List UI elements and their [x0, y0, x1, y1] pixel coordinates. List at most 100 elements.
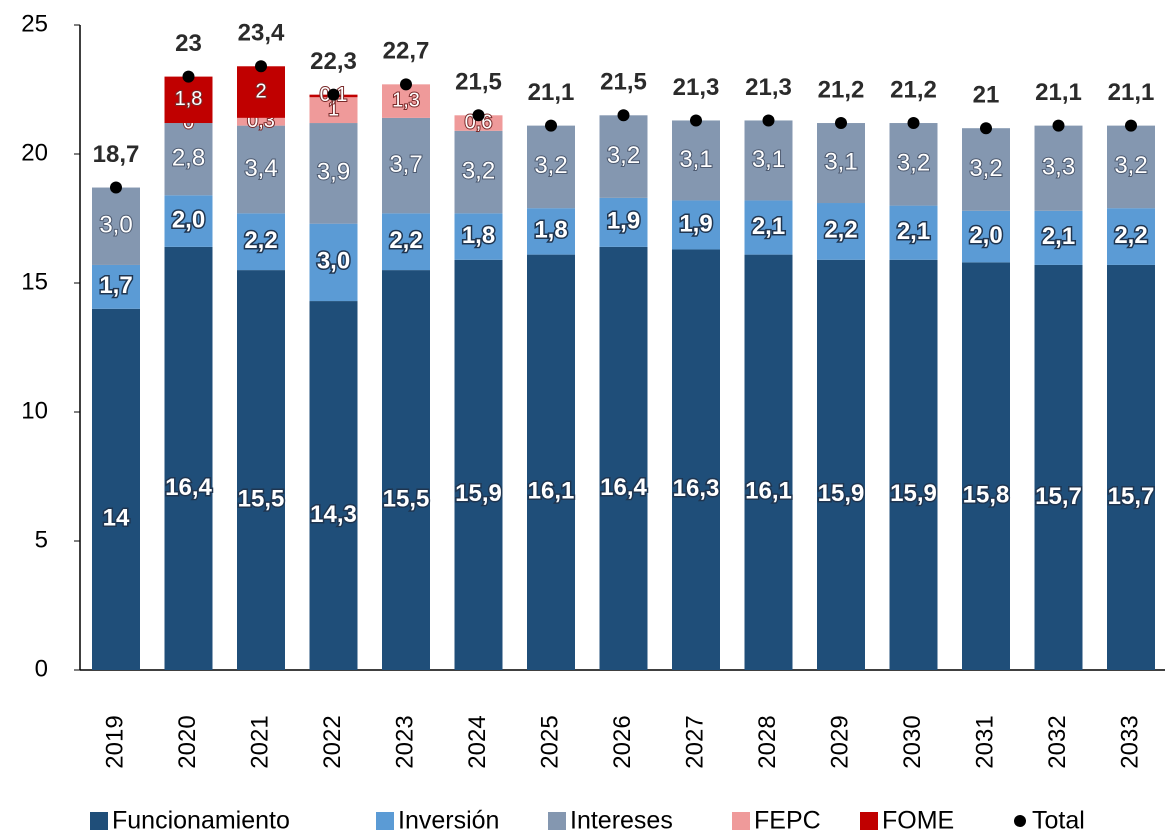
bar-segment — [454, 213, 503, 260]
data-label: 15,8 — [963, 482, 1010, 509]
data-label: 3,9 — [317, 159, 350, 186]
data-label: 3,2 — [897, 150, 930, 177]
total-dot — [907, 117, 920, 130]
total-label: 21 — [973, 82, 1000, 109]
data-label: 2,8 — [172, 145, 205, 172]
x-tick-label: 2025 — [536, 715, 563, 768]
bar-segment — [237, 270, 285, 670]
bar-segment — [599, 197, 648, 247]
x-tick-label: 2021 — [246, 715, 273, 768]
total-dot — [690, 114, 702, 127]
bar-segment — [382, 117, 430, 214]
x-tick-label: 2030 — [899, 715, 926, 768]
bar-segment — [237, 117, 285, 126]
bar-segment — [1034, 210, 1083, 265]
legend-swatch — [860, 812, 878, 830]
x-tick-label: 2029 — [826, 715, 853, 768]
bar-segment — [382, 213, 430, 271]
bar-segment — [889, 205, 938, 260]
bar-segment — [164, 195, 213, 247]
bar-segment — [527, 125, 575, 209]
total-label: 22,3 — [310, 48, 357, 75]
total-dot — [327, 88, 340, 101]
data-label: 3,0 — [317, 248, 350, 275]
total-label: 21,2 — [818, 76, 865, 103]
bar-segment — [1107, 264, 1155, 670]
bar-segment — [817, 123, 865, 204]
total-label: 21,1 — [1108, 79, 1155, 106]
legend-label: Inversión — [398, 807, 499, 835]
data-label: 3,2 — [969, 155, 1002, 182]
y-tick-label: 20 — [21, 139, 48, 166]
bar-segment — [962, 128, 1010, 211]
data-label: 3,1 — [824, 148, 857, 175]
total-label: 21,3 — [673, 74, 720, 101]
data-label: 1,8 — [534, 217, 567, 244]
y-tick-label: 10 — [21, 397, 48, 424]
total-label: 21,5 — [455, 69, 502, 96]
total-label: 18,7 — [93, 141, 140, 168]
bar-segment — [237, 66, 285, 118]
data-label: 1,7 — [99, 272, 132, 299]
x-tick-label: 2022 — [319, 715, 346, 768]
total-label: 21,1 — [528, 79, 575, 106]
x-tick-label: 2031 — [971, 715, 998, 768]
data-label: 2,2 — [1114, 222, 1147, 249]
bar-segment — [164, 76, 213, 124]
bar-segment — [672, 200, 720, 250]
data-label: 3,7 — [389, 151, 422, 178]
x-tick-label: 2032 — [1044, 715, 1071, 768]
bar-segment — [309, 123, 358, 224]
bar-segment — [1034, 125, 1083, 211]
bar-segment — [92, 308, 140, 670]
legend-swatch — [1014, 815, 1026, 827]
data-label: 3,2 — [462, 157, 495, 184]
data-label: 15,9 — [455, 480, 502, 507]
data-label: 1,8 — [175, 88, 203, 110]
y-tick-label: 15 — [21, 268, 48, 295]
total-label: 21,3 — [745, 74, 792, 101]
total-dot — [110, 181, 122, 194]
y-tick-label: 5 — [35, 526, 48, 553]
data-label: 1,9 — [607, 208, 640, 235]
bar-segment — [1107, 125, 1155, 209]
bar-segment — [454, 259, 503, 670]
bar-segment — [382, 270, 430, 670]
data-label: 15,7 — [1035, 483, 1082, 510]
total-label: 21,1 — [1035, 79, 1082, 106]
total-dot — [472, 109, 485, 122]
bar-segment — [309, 97, 358, 124]
data-label: 3,0 — [99, 212, 132, 239]
data-label: 3,2 — [534, 152, 567, 179]
data-label: 15,9 — [818, 480, 865, 507]
data-label: 14,3 — [310, 501, 357, 528]
bar-segment — [164, 246, 213, 670]
data-label: 2,0 — [172, 206, 205, 233]
data-label: 2,1 — [752, 213, 785, 240]
bar-segment — [454, 130, 503, 214]
legend-label: Funcionamiento — [112, 807, 290, 835]
data-label: 3,2 — [607, 142, 640, 169]
total-label: 23 — [175, 30, 202, 57]
bar-segment — [889, 123, 938, 206]
legend-label: Intereses — [570, 807, 673, 835]
bar-segment — [744, 200, 793, 255]
data-label: 1,3 — [392, 89, 420, 111]
bar-segment — [1107, 208, 1155, 265]
data-label: 3,4 — [244, 155, 277, 182]
total-label: 23,4 — [238, 20, 285, 47]
total-label: 21,2 — [890, 76, 937, 103]
bar-segment — [962, 262, 1010, 670]
data-label: 15,5 — [383, 485, 430, 512]
bar-segment — [817, 203, 865, 260]
data-label: 15,7 — [1108, 483, 1155, 510]
data-label: 16,4 — [600, 474, 647, 501]
data-label: 15,5 — [238, 485, 285, 512]
data-label: 2,2 — [389, 227, 422, 254]
bar-segment — [599, 115, 648, 198]
data-label: 1,9 — [679, 210, 712, 237]
bar-segment — [92, 264, 140, 309]
data-label: 2,1 — [897, 218, 930, 245]
legend-swatch — [90, 812, 108, 830]
